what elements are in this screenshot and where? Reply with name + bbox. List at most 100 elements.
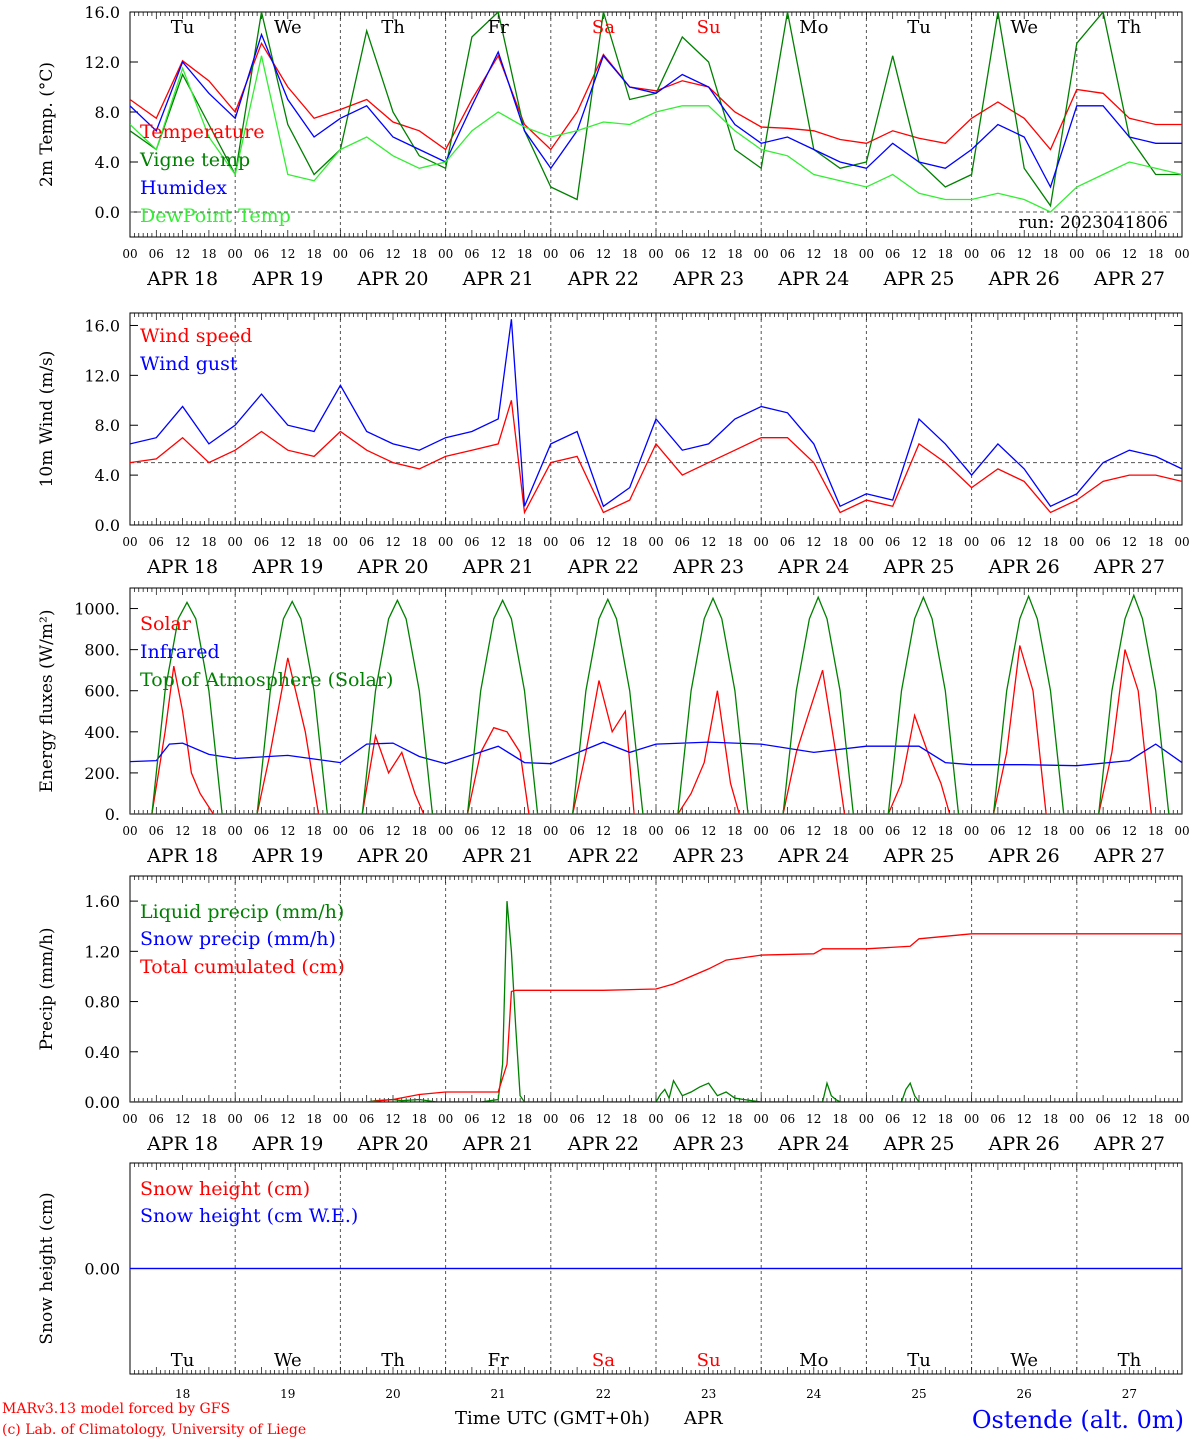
hour-tick-label: 06 [990, 247, 1005, 261]
hour-tick-label: 18 [727, 824, 742, 838]
hour-tick-label: 18 [938, 247, 953, 261]
hour-tick-label: 12 [1017, 824, 1032, 838]
hour-tick-label: 12 [701, 824, 716, 838]
hour-tick-label: 00 [228, 247, 243, 261]
hour-tick-label: 12 [701, 247, 716, 261]
hour-tick-label: 12 [1122, 247, 1137, 261]
hour-tick-label: 00 [438, 247, 453, 261]
hour-tick-label: 00 [333, 535, 348, 549]
hour-tick-label: 00 [859, 535, 874, 549]
hour-tick-label: 18 [201, 824, 216, 838]
date-label: APR 24 [777, 1133, 849, 1155]
hour-tick-label: 18 [938, 824, 953, 838]
weekday-label: Fr [488, 17, 509, 38]
hour-tick-label: 18 [1148, 1112, 1163, 1126]
y-tick-label: 4.0 [95, 153, 120, 172]
day-number-label: 24 [806, 1387, 822, 1401]
y-tick-label: 800. [84, 641, 120, 660]
hour-tick-label: 00 [964, 247, 979, 261]
series-line-total-cumulated-cm- [130, 933, 1182, 1102]
hour-tick-label: 12 [491, 824, 506, 838]
hour-tick-label: 00 [543, 824, 558, 838]
y-tick-label: 8.0 [95, 416, 120, 435]
series-line-wind-speed [130, 400, 1182, 515]
date-label: APR 22 [567, 845, 639, 867]
day-number-label: 25 [911, 1387, 926, 1401]
hour-tick-label: 00 [228, 535, 243, 549]
hour-tick-label: 06 [675, 247, 690, 261]
y-tick-label: 8.0 [95, 103, 120, 122]
legend-entry: Wind speed [140, 325, 252, 347]
hour-tick-label: 00 [1069, 1112, 1084, 1126]
y-tick-label: 4.0 [95, 466, 120, 485]
hour-tick-label: 12 [911, 1112, 926, 1126]
hour-tick-label: 06 [990, 1112, 1005, 1126]
hour-tick-label: 06 [464, 535, 479, 549]
date-label: APR 20 [356, 1133, 428, 1155]
y-tick-label: 1.60 [84, 892, 120, 911]
hour-tick-label: 06 [464, 247, 479, 261]
hour-tick-label: 06 [885, 824, 900, 838]
y-tick-label: 600. [84, 682, 120, 701]
hour-tick-label: 12 [175, 1112, 190, 1126]
hour-tick-label: 12 [701, 535, 716, 549]
hour-tick-label: 18 [517, 535, 532, 549]
weekday-label: Th [381, 17, 405, 38]
station-name: Ostende (alt. 0m) [972, 1406, 1184, 1434]
hour-tick-label: 12 [491, 535, 506, 549]
weekday-label: Mo [799, 1350, 828, 1371]
hour-tick-label: 12 [280, 535, 295, 549]
weekday-label: Tu [171, 1350, 195, 1371]
legend-entry: Solar [140, 613, 192, 635]
hour-tick-label: 12 [596, 824, 611, 838]
hour-tick-label: 00 [122, 535, 137, 549]
y-tick-label: 0.0 [95, 516, 120, 535]
hour-tick-label: 18 [622, 535, 637, 549]
hour-tick-label: 18 [832, 824, 847, 838]
hour-tick-label: 00 [754, 535, 769, 549]
hour-tick-label: 06 [254, 824, 269, 838]
legend-entry: Snow precip (mm/h) [140, 928, 336, 950]
hour-tick-label: 00 [754, 247, 769, 261]
hour-tick-label: 12 [1017, 1112, 1032, 1126]
hour-tick-label: 00 [859, 247, 874, 261]
hour-tick-label: 12 [1017, 535, 1032, 549]
footer-model-line: MARv3.13 model forced by GFS [2, 1401, 230, 1417]
date-label: APR 21 [462, 1133, 534, 1155]
date-label: APR 19 [251, 556, 323, 578]
hour-tick-label: 00 [964, 824, 979, 838]
hour-tick-label: 00 [1069, 824, 1084, 838]
hour-tick-label: 18 [1043, 1112, 1058, 1126]
weekday-label: Mo [799, 17, 828, 38]
hour-tick-label: 12 [806, 247, 821, 261]
legend-entry: Liquid precip (mm/h) [140, 901, 344, 923]
legend-entry: Top of Atmosphere (Solar) [140, 669, 393, 691]
hour-tick-label: 12 [1122, 1112, 1137, 1126]
hour-tick-label: 12 [385, 535, 400, 549]
date-label: APR 18 [146, 1133, 218, 1155]
day-number-label: 23 [701, 1387, 716, 1401]
hour-tick-label: 12 [491, 247, 506, 261]
hour-tick-label: 12 [596, 535, 611, 549]
hour-tick-label: 12 [596, 247, 611, 261]
day-number-label: 22 [596, 1387, 611, 1401]
date-label: APR 24 [777, 556, 849, 578]
date-label: APR 19 [251, 845, 323, 867]
weekday-label: Tu [171, 17, 195, 38]
y-tick-label: 0. [105, 805, 120, 824]
y-axis-label: Snow height (cm) [37, 1192, 57, 1344]
hour-tick-label: 00 [648, 535, 663, 549]
date-label: APR 27 [1093, 268, 1165, 290]
series-line-top-of-atmosphere-solar- [130, 593, 1182, 814]
x-tick-marks [129, 876, 1183, 1102]
hour-tick-label: 18 [727, 247, 742, 261]
x-tick-marks [129, 12, 1183, 237]
weekday-label: Tu [907, 1350, 931, 1371]
hour-tick-label: 06 [149, 247, 164, 261]
panel-3: 0. 200. 400. 600. 800. 1000. Energy fluxes (W/… [37, 587, 1190, 867]
hour-tick-label: 18 [517, 247, 532, 261]
hour-tick-label: 00 [438, 824, 453, 838]
hour-tick-label: 18 [1148, 247, 1163, 261]
date-label: APR 25 [882, 556, 954, 578]
